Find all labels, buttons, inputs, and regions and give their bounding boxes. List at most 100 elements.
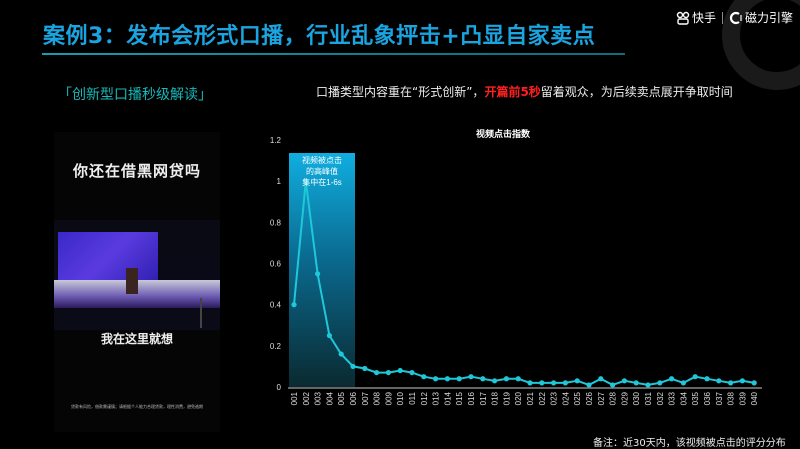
- data-point: [444, 376, 450, 382]
- data-point: [621, 378, 628, 384]
- x-tick-label: 007: [361, 391, 370, 405]
- kuaishou-label: 快手: [692, 11, 717, 25]
- x-tick-label: 011: [408, 391, 417, 404]
- x-tick-label: 018: [491, 391, 500, 405]
- footer-note: 备注：近30天内，该视频被点击的评分分布: [593, 438, 786, 449]
- x-tick-label: 023: [550, 391, 559, 405]
- data-point: [397, 367, 403, 374]
- data-point: [315, 271, 321, 277]
- data-point: [539, 380, 545, 386]
- cili-engine-logo-icon: [729, 11, 742, 24]
- data-point: [562, 380, 569, 386]
- x-tick-label: 001: [290, 391, 299, 405]
- data-point: [338, 351, 344, 357]
- data-point: [610, 382, 616, 388]
- data-point: [515, 376, 521, 382]
- data-point: [362, 365, 368, 372]
- data-point: [716, 378, 722, 384]
- data-point: [303, 178, 309, 184]
- brand-separator: [722, 11, 724, 24]
- x-tick-label: 017: [479, 391, 488, 405]
- x-axis-labels: 001 002 003 004 005 006 007 008 009 010 011 012 013 0…: [290, 391, 759, 405]
- y-tick-label: 0: [277, 383, 282, 392]
- data-point: [551, 380, 557, 386]
- section-description: 口播类型内容重在“形式创新”，开篇前5秒留着观众，为后续卖点展开争取时间: [316, 83, 733, 100]
- click-index-line: [293, 181, 755, 386]
- kuaishou-logo-icon: [676, 11, 690, 25]
- peak-annotation: 视频被点击 的高峰值 集中在1-6s: [302, 155, 342, 187]
- y-tick-label: 0.8: [270, 218, 282, 227]
- video-preview[interactable]: 你还在借黑网贷吗 我在这里就想 贷款有风险，借款需谨慎；请根据个人能力合理贷款，…: [54, 132, 220, 432]
- data-point: [374, 369, 380, 376]
- annotation-line-3: 集中在1-6s: [302, 177, 342, 187]
- video-stage-image: [54, 220, 220, 330]
- page-title: 案例3：发布会形式口播，行业乱象抨击+凸显自家卖点: [43, 24, 596, 49]
- data-point: [409, 369, 415, 376]
- data-point: [291, 302, 297, 308]
- data-point: [503, 376, 509, 382]
- x-tick-label: 035: [691, 391, 700, 405]
- chart-title: 视频点击指数: [476, 130, 531, 140]
- data-point: [633, 380, 639, 386]
- annotation-line-2: 的高峰值: [306, 166, 338, 176]
- x-tick-label: 026: [585, 391, 594, 405]
- x-tick-label: 002: [302, 391, 311, 405]
- x-tick-label: 034: [679, 391, 688, 405]
- x-tick-label: 028: [609, 391, 618, 405]
- data-point: [728, 380, 734, 386]
- x-tick-label: 010: [396, 391, 405, 405]
- data-point: [680, 380, 687, 386]
- data-point: [326, 332, 332, 339]
- y-axis: 0 0.2 0.4 0.6 0.8 1 1.2: [270, 136, 282, 392]
- x-tick-label: 004: [325, 391, 334, 405]
- data-point: [456, 376, 462, 382]
- data-point: [645, 382, 651, 388]
- x-tick-label: 015: [455, 391, 464, 405]
- x-tick-label: 030: [632, 391, 641, 405]
- data-point: [527, 380, 533, 386]
- x-tick-label: 014: [443, 391, 452, 405]
- x-tick-label: 029: [620, 391, 629, 405]
- data-point: [586, 382, 592, 388]
- x-tick-label: 025: [573, 391, 582, 405]
- x-tick-label: 016: [467, 391, 476, 405]
- x-tick-label: 006: [349, 391, 358, 405]
- x-tick-label: 040: [750, 391, 759, 405]
- y-tick-label: 0.4: [270, 301, 282, 310]
- data-point: [692, 374, 698, 380]
- x-tick-label: 012: [420, 391, 429, 405]
- video-fine-print: 贷款有风险，借款需谨慎；请根据个人能力合理贷款，理性消费，避免逾期: [71, 404, 203, 409]
- annotation-line-1: 视频被点击: [302, 155, 342, 165]
- data-point: [704, 376, 710, 382]
- video-caption-top: 你还在借黑网贷吗: [72, 162, 201, 180]
- description-suffix: 留着观众，为后续卖点展开争取时间: [540, 85, 733, 99]
- data-point: [468, 374, 474, 380]
- video-caption-bottom: 我在这里就想: [100, 332, 173, 346]
- data-point: [480, 376, 486, 382]
- data-point: [657, 380, 663, 386]
- x-tick-label: 019: [502, 391, 511, 405]
- peak-highlight-band: [289, 153, 355, 387]
- y-tick-label: 0.6: [270, 260, 282, 269]
- x-tick-label: 009: [384, 391, 393, 405]
- data-point: [739, 378, 746, 384]
- data-point: [350, 363, 356, 370]
- x-tick-label: 003: [314, 391, 323, 405]
- cili-label: 磁力引擎: [745, 11, 794, 25]
- y-tick-label: 0.2: [270, 342, 282, 351]
- brand-logos: 快手 磁力引擎: [676, 9, 793, 26]
- x-tick-label: 032: [656, 391, 665, 405]
- x-tick-label: 031: [644, 391, 653, 405]
- x-tick-label: 027: [597, 391, 606, 405]
- x-tick-label: 020: [514, 391, 523, 405]
- x-tick-label: 005: [337, 391, 346, 405]
- x-tick-label: 024: [561, 391, 570, 405]
- x-tick-label: 013: [432, 391, 441, 405]
- description-highlight: 开篇前5秒: [484, 85, 541, 99]
- x-tick-label: 021: [526, 391, 535, 405]
- data-point: [669, 376, 675, 382]
- x-tick-label: 036: [703, 391, 712, 405]
- x-tick-label: 039: [738, 391, 747, 405]
- camera-tripod: [200, 298, 202, 328]
